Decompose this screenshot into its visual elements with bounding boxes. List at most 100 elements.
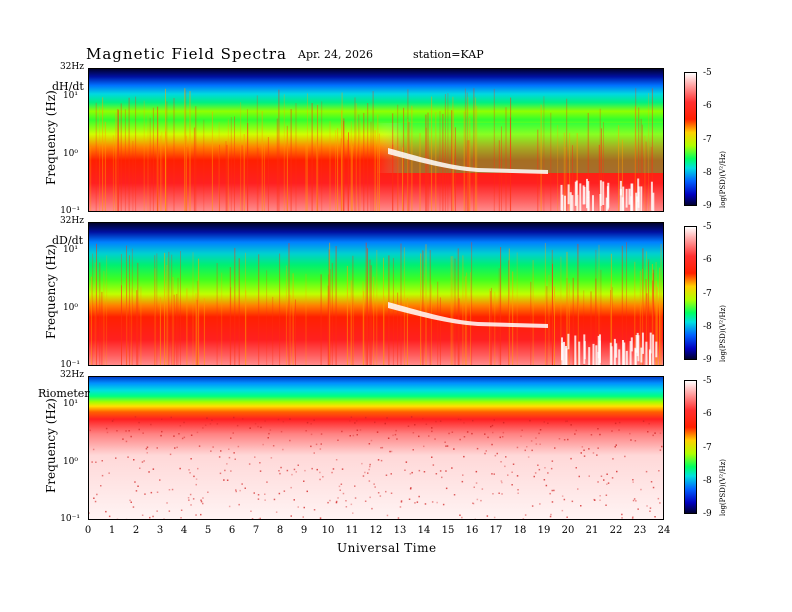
x-tick-label: 24	[657, 525, 671, 536]
spectral-streak	[92, 253, 94, 366]
spectral-streak	[285, 265, 287, 366]
speckle-dot	[422, 417, 424, 420]
speckle-dot	[588, 448, 590, 450]
speckle-dot	[597, 481, 599, 483]
speckle-dot	[544, 467, 546, 469]
speckle-dot	[616, 470, 618, 473]
speckle-dot	[501, 481, 503, 484]
spectral-streak	[343, 121, 345, 212]
x-tick-label: 11	[345, 525, 359, 536]
spectral-streak	[466, 140, 468, 212]
speckle-dot	[133, 459, 135, 461]
speckle-dot	[390, 473, 392, 475]
spectral-gap	[649, 332, 652, 354]
speckle-dot	[481, 488, 484, 490]
spectral-gap	[567, 333, 570, 350]
speckle-dot	[475, 482, 478, 484]
speckle-dot	[332, 468, 335, 470]
speckle-dot	[634, 440, 637, 442]
speckle-dot	[293, 468, 296, 471]
speckle-dot	[142, 432, 144, 434]
plot-frame-dhdt	[88, 68, 664, 212]
speckle-dot	[451, 431, 454, 433]
speckle-dot	[599, 499, 601, 501]
speckle-dot	[606, 483, 608, 485]
speckle-dot	[550, 467, 553, 470]
cb-tick-dddt-3: -8	[703, 322, 712, 332]
speckle-dot	[101, 460, 103, 462]
spectral-streak	[590, 291, 592, 366]
spectral-gap	[597, 352, 600, 366]
speckle-dot	[91, 461, 93, 463]
speckle-dot	[193, 475, 195, 478]
speckle-dot	[577, 488, 579, 490]
y-tick-dhdt-2: 10⁰	[62, 149, 78, 159]
speckle-dot	[442, 503, 445, 506]
speckle-dot	[652, 434, 654, 437]
speckle-dot	[657, 497, 660, 500]
speckle-dot	[282, 420, 285, 423]
speckle-dot	[377, 459, 380, 461]
speckle-dot	[331, 471, 333, 474]
spectral-streak	[197, 280, 199, 366]
speckle-dot	[392, 434, 394, 437]
speckle-dot	[335, 501, 338, 504]
speckle-dot	[365, 416, 367, 419]
speckle-dot	[408, 498, 411, 500]
speckle-dot	[310, 423, 312, 425]
speckle-dot	[218, 456, 221, 458]
spectral-streak	[383, 296, 385, 366]
speckle-dot	[180, 509, 183, 511]
speckle-dot	[504, 465, 506, 468]
spectral-streak	[329, 269, 331, 366]
spectral-streak	[407, 89, 409, 212]
spectral-streak	[266, 270, 268, 366]
speckle-dot	[289, 418, 291, 420]
speckle-dot	[335, 459, 338, 461]
speckle-dot	[127, 456, 129, 458]
spectral-streak	[317, 105, 318, 212]
speckle-dot	[320, 443, 322, 445]
speckle-dot	[304, 469, 306, 472]
speckle-dot	[230, 470, 232, 472]
speckle-dot	[277, 418, 280, 421]
spectral-streak	[359, 120, 361, 212]
speckle-dot	[364, 500, 367, 502]
spectral-streak	[295, 299, 296, 366]
speckle-dot	[487, 436, 489, 439]
speckle-dot	[264, 420, 266, 422]
colorbar-dhdt	[684, 72, 697, 206]
speckle-dot	[259, 462, 261, 464]
spectral-streak	[431, 96, 433, 212]
speckle-dot	[368, 468, 370, 471]
speckle-dot	[283, 490, 286, 492]
spectral-streak	[397, 104, 399, 212]
spectral-gap	[649, 350, 652, 366]
spectral-streak	[439, 111, 441, 212]
spectral-streak	[493, 88, 495, 212]
speckle-dot	[539, 503, 541, 505]
spectral-streak	[157, 106, 159, 212]
spectral-streak	[610, 290, 611, 366]
speckle-dot	[575, 467, 577, 469]
spectral-streak	[193, 127, 195, 212]
speckle-dot	[189, 493, 192, 496]
spectral-streak	[365, 242, 367, 366]
speckle-dot	[612, 458, 614, 460]
speckle-dot	[637, 508, 639, 510]
spectral-streak	[599, 108, 601, 212]
speckle-dot	[485, 450, 487, 452]
speckle-dot	[209, 423, 212, 425]
speckle-dot	[529, 419, 531, 422]
y-tick-dhdt-3: 10⁻¹	[60, 206, 80, 216]
speckle-dot	[286, 469, 289, 472]
speckle-dot	[633, 498, 636, 500]
speckle-dot	[313, 509, 316, 511]
spectral-streak	[307, 93, 308, 212]
panel-dddt	[88, 222, 664, 366]
speckle-dot	[381, 446, 384, 449]
spectral-streak	[374, 130, 376, 212]
speckle-dot	[311, 467, 313, 470]
speckle-dot	[138, 428, 140, 431]
speckle-dot	[196, 431, 199, 434]
